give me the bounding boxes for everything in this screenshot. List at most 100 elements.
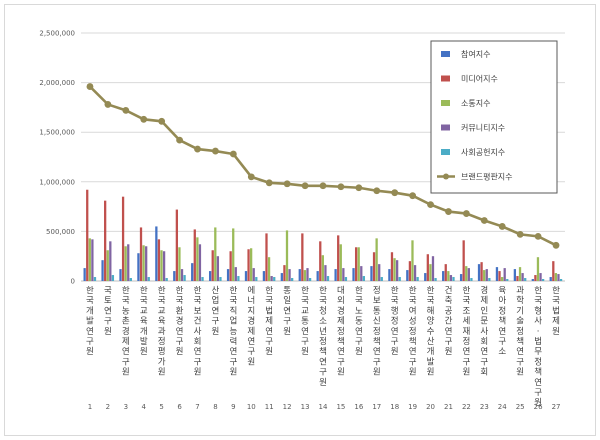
- legend-label: 소통지수: [461, 99, 490, 108]
- bar: [339, 244, 342, 281]
- bar: [127, 244, 130, 281]
- bar: [434, 278, 437, 281]
- x-tick-label: 한 국 형 사 · 법 무 정 책 연 구 원: [534, 286, 542, 408]
- bar: [324, 265, 327, 281]
- bar: [267, 257, 271, 281]
- bar: [372, 252, 376, 281]
- bar: [119, 269, 122, 281]
- legend-swatch: [441, 100, 450, 106]
- line-point: [194, 145, 201, 153]
- bar: [301, 233, 304, 281]
- bar: [219, 277, 222, 281]
- bar: [298, 269, 301, 281]
- x-number-label: 11: [265, 403, 274, 411]
- line-point: [498, 223, 506, 230]
- bars: [83, 189, 563, 281]
- bar: [180, 269, 184, 281]
- bar: [104, 200, 107, 281]
- bar: [319, 241, 322, 281]
- x-number-label: 7: [195, 403, 199, 411]
- bar: [531, 279, 534, 281]
- bar: [124, 246, 127, 281]
- bar: [506, 279, 509, 281]
- bar: [83, 268, 86, 281]
- bar: [411, 240, 414, 281]
- bar: [303, 270, 307, 281]
- bar: [173, 271, 176, 281]
- bar: [477, 264, 481, 281]
- x-number-label: 9: [231, 403, 235, 411]
- y-tick-label: 1,500,000: [39, 129, 75, 137]
- bar: [470, 278, 473, 281]
- x-number-label: 3: [124, 403, 128, 411]
- x-number-label: 27: [552, 403, 561, 411]
- x-number-label: 2: [106, 403, 110, 411]
- line-point: [265, 179, 273, 187]
- bar: [288, 269, 291, 281]
- bar: [362, 276, 366, 281]
- bar: [524, 278, 527, 281]
- bar: [121, 196, 125, 281]
- line-point: [122, 106, 130, 114]
- y-tick-label: 500,000: [46, 228, 75, 236]
- bar: [395, 260, 399, 281]
- bar: [211, 250, 214, 281]
- line-point: [355, 184, 363, 192]
- bar: [467, 268, 470, 281]
- bar: [201, 277, 204, 281]
- bar: [344, 277, 348, 281]
- x-number-label: 23: [480, 403, 489, 411]
- bar: [449, 275, 453, 281]
- bar: [316, 271, 319, 281]
- bar: [265, 233, 268, 281]
- bar: [398, 277, 401, 281]
- bar: [216, 256, 220, 281]
- legend-swatch: [441, 124, 450, 131]
- line-point: [86, 83, 94, 90]
- bar: [214, 227, 217, 281]
- x-number-label: 18: [390, 403, 399, 411]
- x-number-label: 21: [444, 403, 453, 411]
- y-tick-label: 2,000,000: [39, 79, 75, 87]
- bar: [147, 277, 150, 281]
- legend-box: [430, 40, 558, 194]
- x-number-label: 14: [319, 403, 328, 411]
- bar: [208, 271, 212, 281]
- bar: [157, 239, 161, 281]
- x-number-label: 10: [247, 403, 256, 411]
- bar: [232, 228, 235, 281]
- line-point: [373, 187, 381, 195]
- bar: [488, 278, 491, 281]
- bar: [321, 255, 324, 281]
- bar: [500, 277, 504, 281]
- bar: [380, 277, 383, 281]
- legend-label: 커뮤니티지수: [461, 123, 505, 133]
- bar: [552, 261, 555, 281]
- bar: [273, 277, 276, 281]
- bar: [360, 266, 363, 281]
- bar: [485, 269, 488, 281]
- bar: [285, 230, 289, 281]
- bar: [498, 271, 501, 281]
- bar: [539, 273, 542, 281]
- bar: [541, 279, 545, 281]
- x-number-label: 26: [534, 403, 543, 411]
- bar: [326, 276, 330, 281]
- x-number-label: 25: [516, 403, 525, 411]
- bar: [165, 278, 168, 281]
- bar: [101, 260, 104, 281]
- bar: [91, 239, 94, 281]
- bar: [234, 267, 237, 281]
- bar: [86, 189, 89, 281]
- legend-swatch: [441, 51, 450, 57]
